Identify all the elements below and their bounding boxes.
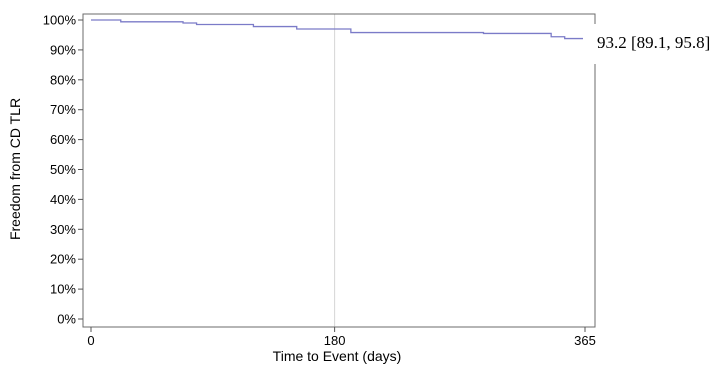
y-tick-label: 0% xyxy=(57,312,76,327)
km-survival-curve xyxy=(91,19,586,41)
y-tick-label: 10% xyxy=(50,282,76,297)
x-axis-title: Time to Event (days) xyxy=(273,348,402,364)
y-tick-label: 40% xyxy=(50,192,76,207)
y-tick-label: 20% xyxy=(50,252,76,267)
annotation-background xyxy=(583,24,715,64)
y-tick-label: 80% xyxy=(50,72,76,87)
x-tick-label: 0 xyxy=(87,333,94,348)
x-axis: 0 180 365 xyxy=(87,327,596,348)
y-tick-label: 90% xyxy=(50,42,76,57)
y-tick-label: 70% xyxy=(50,102,76,117)
x-tick-label: 180 xyxy=(324,333,346,348)
final-estimate-annotation: 93.2 [89.1, 95.8] xyxy=(597,33,710,52)
y-tick-label: 60% xyxy=(50,132,76,147)
series-layer xyxy=(91,19,586,41)
plot-frame xyxy=(82,13,596,328)
y-axis: 0% 10% 20% 30% 40% 50% 60% 70% 80% 90% 100% xyxy=(43,13,83,327)
x-tick-label: 365 xyxy=(574,333,596,348)
y-tick-label: 50% xyxy=(50,162,76,177)
y-axis-title: Freedom from CD TLR xyxy=(7,98,23,240)
y-tick-label: 30% xyxy=(50,222,76,237)
y-tick-label: 100% xyxy=(43,13,77,28)
